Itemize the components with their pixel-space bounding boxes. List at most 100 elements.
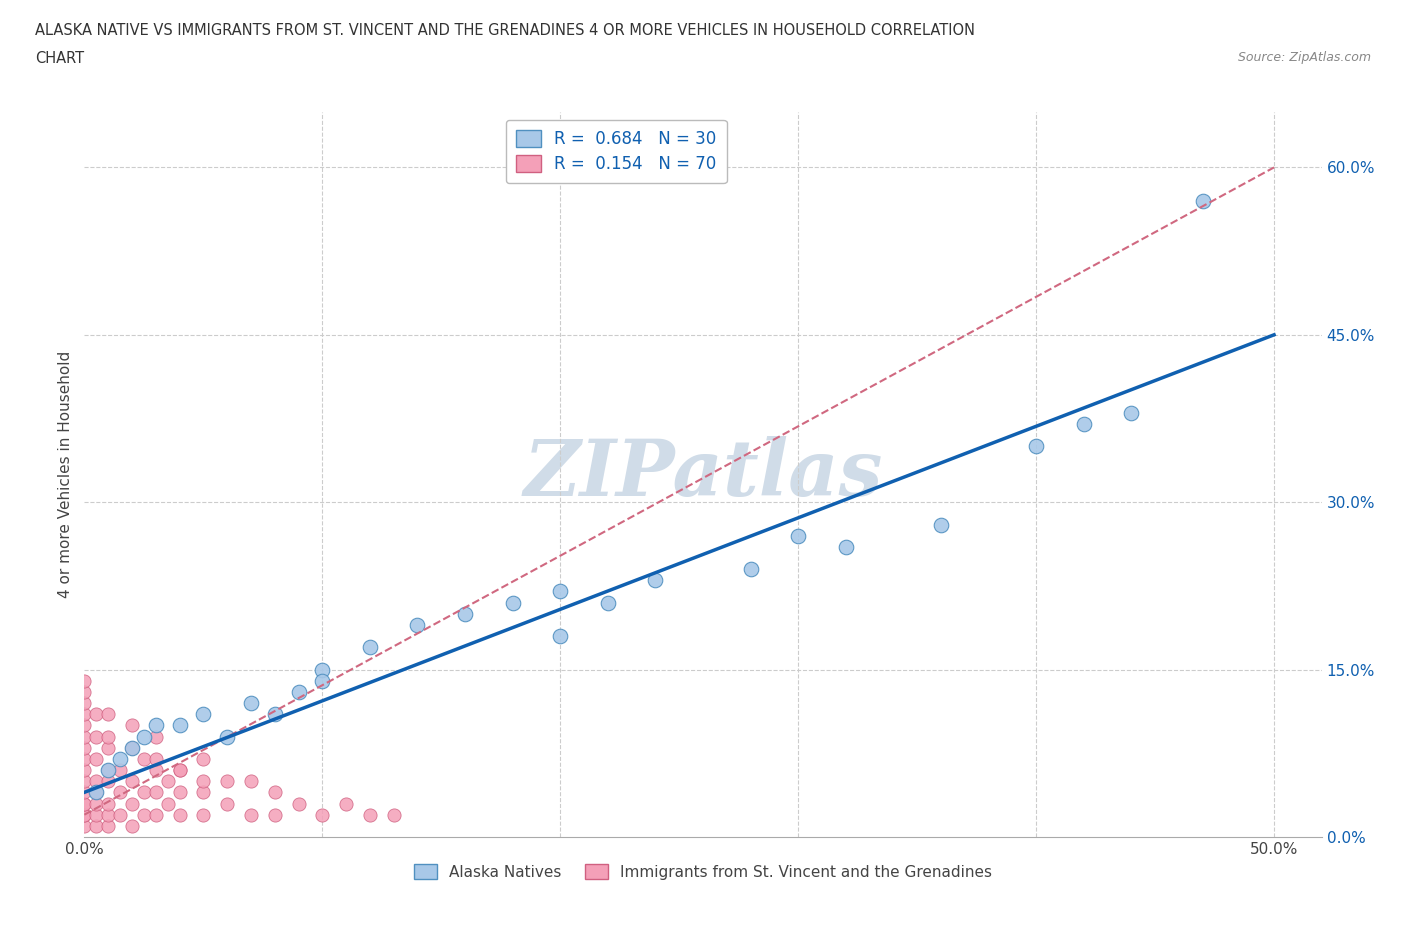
Legend: Alaska Natives, Immigrants from St. Vincent and the Grenadines: Alaska Natives, Immigrants from St. Vinc… [406, 857, 1000, 887]
Point [169, 763, 191, 777]
Point [311, 807, 333, 822]
Point [1191, 193, 1213, 208]
Point [1121, 405, 1143, 420]
Point [145, 729, 167, 744]
Point [548, 584, 571, 599]
Point [787, 528, 810, 543]
Point [929, 517, 952, 532]
Point [263, 707, 285, 722]
Point [263, 807, 285, 822]
Point [84, 807, 107, 822]
Point [287, 796, 309, 811]
Point [121, 774, 143, 789]
Point [73, 718, 96, 733]
Point [84, 785, 107, 800]
Point [193, 707, 215, 722]
Point [73, 807, 96, 822]
Point [73, 763, 96, 777]
Point [145, 718, 167, 733]
Point [1073, 417, 1095, 432]
Point [73, 729, 96, 744]
Point [239, 774, 262, 789]
Y-axis label: 4 or more Vehicles in Household: 4 or more Vehicles in Household [58, 351, 73, 598]
Point [73, 684, 96, 699]
Point [97, 707, 120, 722]
Point [644, 573, 666, 588]
Point [84, 796, 107, 811]
Point [73, 796, 96, 811]
Point [382, 807, 405, 822]
Point [145, 785, 167, 800]
Point [84, 818, 107, 833]
Point [73, 774, 96, 789]
Point [132, 751, 155, 766]
Point [311, 662, 333, 677]
Point [1025, 439, 1047, 454]
Point [97, 818, 120, 833]
Point [169, 763, 191, 777]
Text: ZIPatlas: ZIPatlas [523, 436, 883, 512]
Point [359, 807, 381, 822]
Point [311, 673, 333, 688]
Point [121, 740, 143, 755]
Point [84, 785, 107, 800]
Point [217, 774, 239, 789]
Point [73, 673, 96, 688]
Point [169, 807, 191, 822]
Point [263, 785, 285, 800]
Point [84, 729, 107, 744]
Point [84, 707, 107, 722]
Point [73, 740, 96, 755]
Point [73, 707, 96, 722]
Text: Source: ZipAtlas.com: Source: ZipAtlas.com [1237, 51, 1371, 64]
Point [193, 774, 215, 789]
Point [335, 796, 357, 811]
Point [132, 807, 155, 822]
Point [359, 640, 381, 655]
Point [97, 774, 120, 789]
Point [217, 796, 239, 811]
Point [835, 539, 858, 554]
Point [169, 718, 191, 733]
Point [156, 774, 179, 789]
Point [73, 751, 96, 766]
Point [108, 807, 131, 822]
Point [97, 763, 120, 777]
Point [73, 807, 96, 822]
Point [548, 629, 571, 644]
Point [73, 696, 96, 711]
Point [108, 785, 131, 800]
Point [502, 595, 524, 610]
Point [287, 684, 309, 699]
Text: ALASKA NATIVE VS IMMIGRANTS FROM ST. VINCENT AND THE GRENADINES 4 OR MORE VEHICL: ALASKA NATIVE VS IMMIGRANTS FROM ST. VIN… [35, 23, 976, 38]
Point [121, 740, 143, 755]
Text: CHART: CHART [35, 51, 84, 66]
Point [145, 751, 167, 766]
Point [73, 818, 96, 833]
Point [156, 796, 179, 811]
Point [145, 763, 167, 777]
Point [108, 751, 131, 766]
Point [97, 807, 120, 822]
Point [740, 562, 762, 577]
Point [97, 729, 120, 744]
Point [169, 785, 191, 800]
Point [121, 740, 143, 755]
Point [145, 807, 167, 822]
Point [406, 618, 429, 632]
Point [97, 740, 120, 755]
Point [239, 696, 262, 711]
Point [454, 606, 477, 621]
Point [73, 785, 96, 800]
Point [193, 807, 215, 822]
Point [239, 807, 262, 822]
Point [108, 763, 131, 777]
Point [596, 595, 619, 610]
Point [132, 729, 155, 744]
Point [121, 818, 143, 833]
Point [97, 763, 120, 777]
Point [121, 718, 143, 733]
Point [217, 729, 239, 744]
Point [84, 774, 107, 789]
Point [97, 796, 120, 811]
